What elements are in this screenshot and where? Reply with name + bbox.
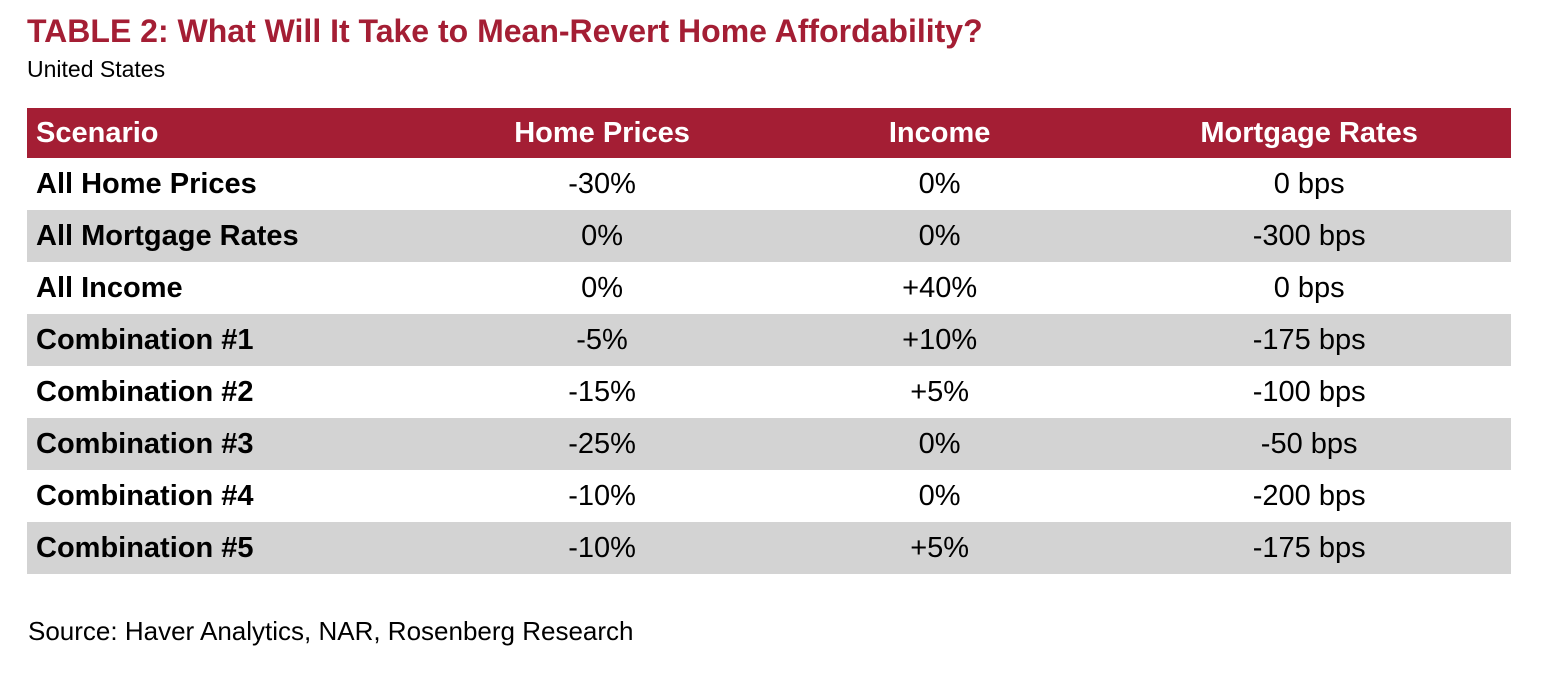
row-label: Combination #5 — [36, 531, 254, 564]
table-row: Combination #3 -25% 0% -50 bps — [27, 418, 1511, 470]
table-cell: -30% — [568, 167, 636, 200]
column-header-mortgage-rates: Mortgage Rates — [1107, 108, 1511, 158]
table-title: TABLE 2: What Will It Take to Mean-Rever… — [27, 13, 983, 49]
table-row: Combination #5 -10% +5% -175 bps — [27, 522, 1511, 574]
row-label: All Mortgage Rates — [36, 219, 299, 252]
row-label: Combination #4 — [36, 479, 254, 512]
column-header-income: Income — [771, 108, 1108, 158]
column-header-scenario: Scenario — [27, 108, 433, 158]
table-cell: +5% — [910, 375, 970, 408]
table-cell: +40% — [902, 271, 978, 304]
table-cell: -10% — [568, 479, 636, 512]
table-row: Combination #1 -5% +10% -175 bps — [27, 314, 1511, 366]
table-cell: 0% — [918, 167, 961, 200]
table-cell: -300 bps — [1252, 219, 1366, 252]
table-cell: -5% — [576, 323, 628, 356]
table-cell: 0% — [581, 271, 623, 304]
table-row: All Income 0% +40% 0 bps — [27, 262, 1511, 314]
row-label: Combination #1 — [36, 323, 254, 356]
table-cell: 0% — [581, 219, 623, 252]
source-note: Source: Haver Analytics, NAR, Rosenberg … — [28, 616, 634, 646]
table-row: All Mortgage Rates 0% 0% -300 bps — [27, 210, 1511, 262]
table-cell: 0 bps — [1273, 167, 1345, 200]
table-header-row: Scenario Home Prices Income Mortgage Rates — [27, 108, 1511, 158]
table-subtitle: United States — [27, 56, 166, 82]
table-cell: -50 bps — [1260, 427, 1358, 460]
row-label: All Home Prices — [36, 167, 257, 200]
table-cell: 0 bps — [1273, 271, 1345, 304]
table-cell: -200 bps — [1252, 479, 1366, 512]
table-row: All Home Prices -30% 0% 0 bps — [27, 158, 1511, 210]
affordability-table: Scenario Home Prices Income Mortgage Rates … — [27, 108, 1511, 574]
table-cell: -175 bps — [1252, 323, 1366, 356]
table-cell: -15% — [568, 375, 636, 408]
column-header-home-prices: Home Prices — [432, 108, 772, 158]
table-cell: 0% — [918, 427, 961, 460]
table-cell: -100 bps — [1252, 375, 1366, 408]
table-cell: -10% — [568, 531, 636, 564]
row-label: All Income — [36, 271, 183, 304]
table-cell: -175 bps — [1252, 531, 1366, 564]
row-label: Combination #3 — [36, 427, 254, 460]
row-label: Combination #2 — [36, 375, 254, 408]
table-cell: 0% — [918, 219, 961, 252]
table-cell: 0% — [918, 479, 961, 512]
table-row: Combination #2 -15% +5% -100 bps — [27, 366, 1511, 418]
table-cell: +5% — [910, 531, 970, 564]
table-row: Combination #4 -10% 0% -200 bps — [27, 470, 1511, 522]
table-cell: +10% — [902, 323, 978, 356]
table-cell: -25% — [568, 427, 636, 460]
